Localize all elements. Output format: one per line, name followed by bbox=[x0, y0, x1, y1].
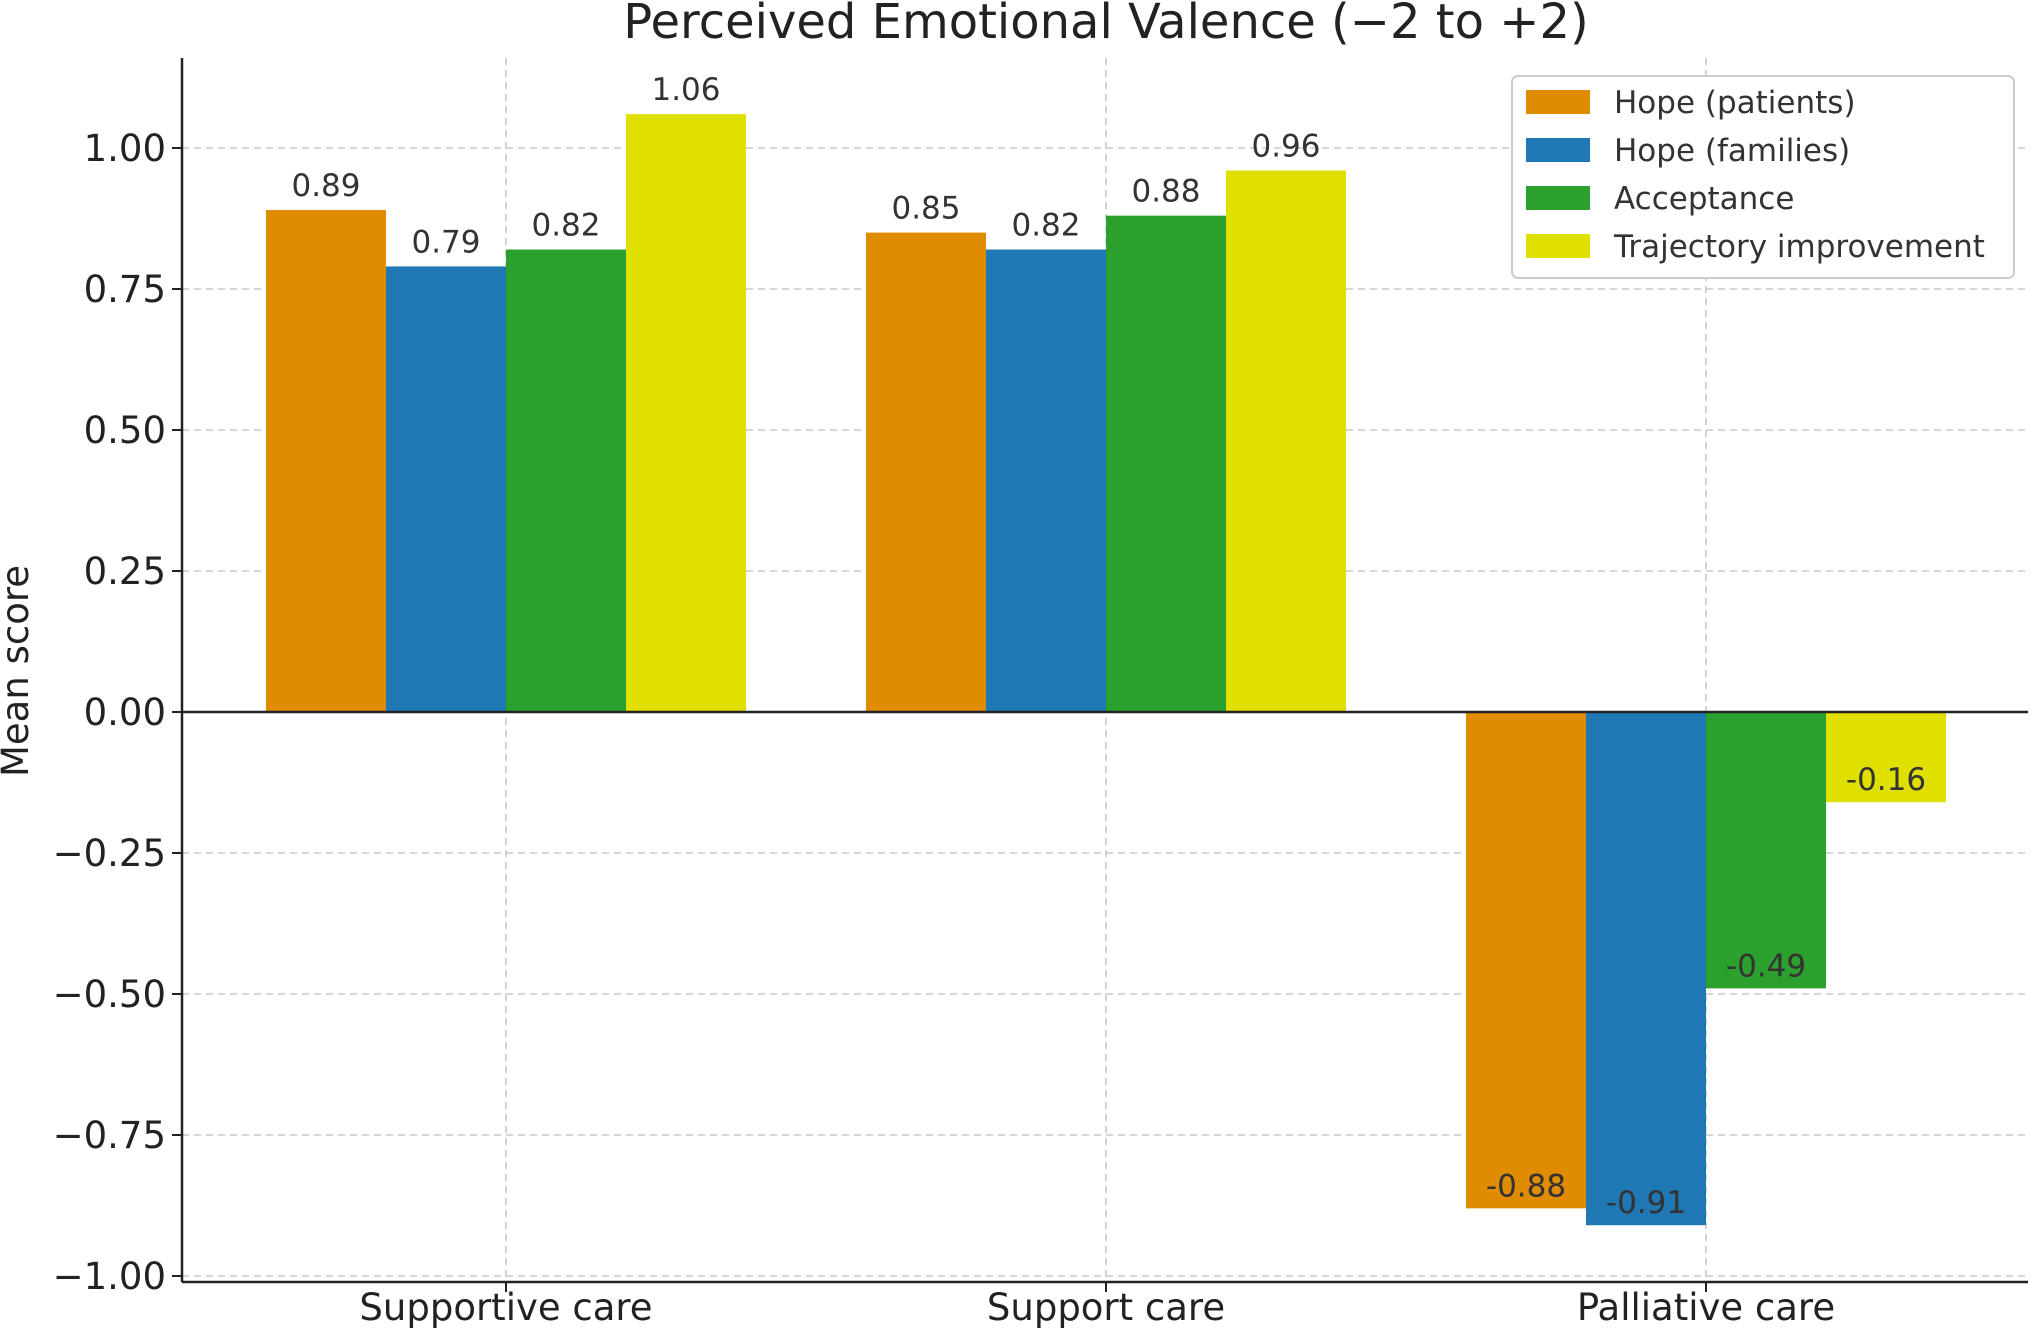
y-tick-label: 0.25 bbox=[84, 550, 166, 593]
y-tick-label: 0.75 bbox=[84, 268, 166, 311]
data-label: 0.82 bbox=[1011, 208, 1080, 244]
data-label: 0.96 bbox=[1251, 129, 1320, 165]
bar bbox=[1826, 712, 1946, 803]
bar bbox=[386, 266, 506, 712]
y-tick-label: −0.75 bbox=[53, 1114, 166, 1157]
bar bbox=[626, 114, 746, 712]
legend-label: Hope (patients) bbox=[1614, 85, 1856, 121]
bars bbox=[266, 114, 1946, 1226]
data-labels: 0.89 0.85 -0.88 0.79 0.82 -0.91 0.82 0.88 -0.49 1… bbox=[291, 72, 1926, 1221]
legend-label: Trajectory improvement bbox=[1613, 229, 1985, 265]
legend-swatch bbox=[1526, 138, 1590, 162]
x-tick-label: Palliative care bbox=[1577, 1286, 1835, 1329]
y-tick-label: 1.00 bbox=[84, 127, 166, 170]
y-axis-label: Mean score bbox=[0, 565, 37, 777]
y-tick-label: 0.00 bbox=[84, 691, 166, 734]
legend-label: Acceptance bbox=[1614, 181, 1794, 217]
data-label: 1.06 bbox=[651, 72, 720, 108]
x-tick-label: Support care bbox=[987, 1286, 1225, 1329]
bar bbox=[1706, 712, 1826, 989]
bar bbox=[1106, 215, 1226, 712]
data-label: -0.91 bbox=[1606, 1185, 1686, 1221]
legend-swatch bbox=[1526, 186, 1590, 210]
data-label: 0.79 bbox=[411, 224, 480, 260]
y-tick-label: −0.25 bbox=[53, 832, 166, 875]
chart-title: Perceived Emotional Valence (−2 to +2) bbox=[623, 0, 1588, 50]
bar bbox=[986, 249, 1106, 712]
bar bbox=[1466, 712, 1586, 1209]
y-tick-label: −1.00 bbox=[53, 1255, 166, 1298]
y-tick-label: 0.50 bbox=[84, 409, 166, 452]
data-label: 0.88 bbox=[1131, 174, 1200, 210]
bar bbox=[1586, 712, 1706, 1226]
legend-swatch bbox=[1526, 90, 1590, 114]
legend-swatch bbox=[1526, 234, 1590, 258]
bar bbox=[506, 249, 626, 712]
data-label: 0.89 bbox=[291, 168, 360, 204]
bar bbox=[1226, 170, 1346, 712]
legend-box bbox=[1511, 75, 2015, 279]
bar bbox=[266, 210, 386, 713]
y-tick-label: −0.50 bbox=[53, 973, 166, 1016]
data-label: -0.49 bbox=[1726, 948, 1806, 984]
data-label: -0.16 bbox=[1846, 762, 1926, 798]
data-label: 0.85 bbox=[891, 191, 960, 227]
data-label: 0.82 bbox=[531, 208, 600, 244]
x-tick-label: Supportive care bbox=[359, 1286, 652, 1329]
data-label: -0.88 bbox=[1486, 1168, 1566, 1204]
legend-label: Hope (families) bbox=[1614, 133, 1850, 169]
legend: Hope (patients) Hope (families) Acceptance… bbox=[1511, 75, 2015, 279]
bar bbox=[866, 232, 986, 712]
axes: 1.00 0.75 0.50 0.25 0.00 −0.25 −0.50 −0.75 −1.00… bbox=[53, 58, 2028, 1329]
